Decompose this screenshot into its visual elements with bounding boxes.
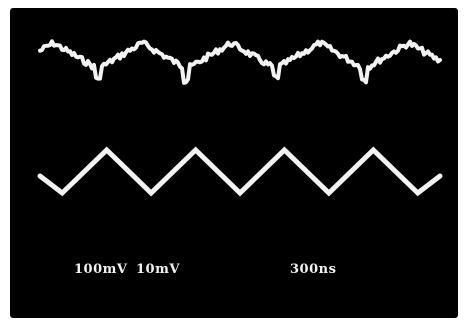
top-waveform-trace	[38, 39, 442, 85]
bottom-waveform-trace	[37, 146, 443, 197]
timebase-readout: 300ns	[290, 262, 337, 277]
channel2-scale-readout: 10mV	[136, 262, 180, 277]
oscilloscope-screen: 100mV 10mV 300ns	[10, 8, 458, 318]
oscilloscope-traces	[37, 39, 443, 197]
channel1-scale-readout: 100mV	[74, 262, 128, 277]
